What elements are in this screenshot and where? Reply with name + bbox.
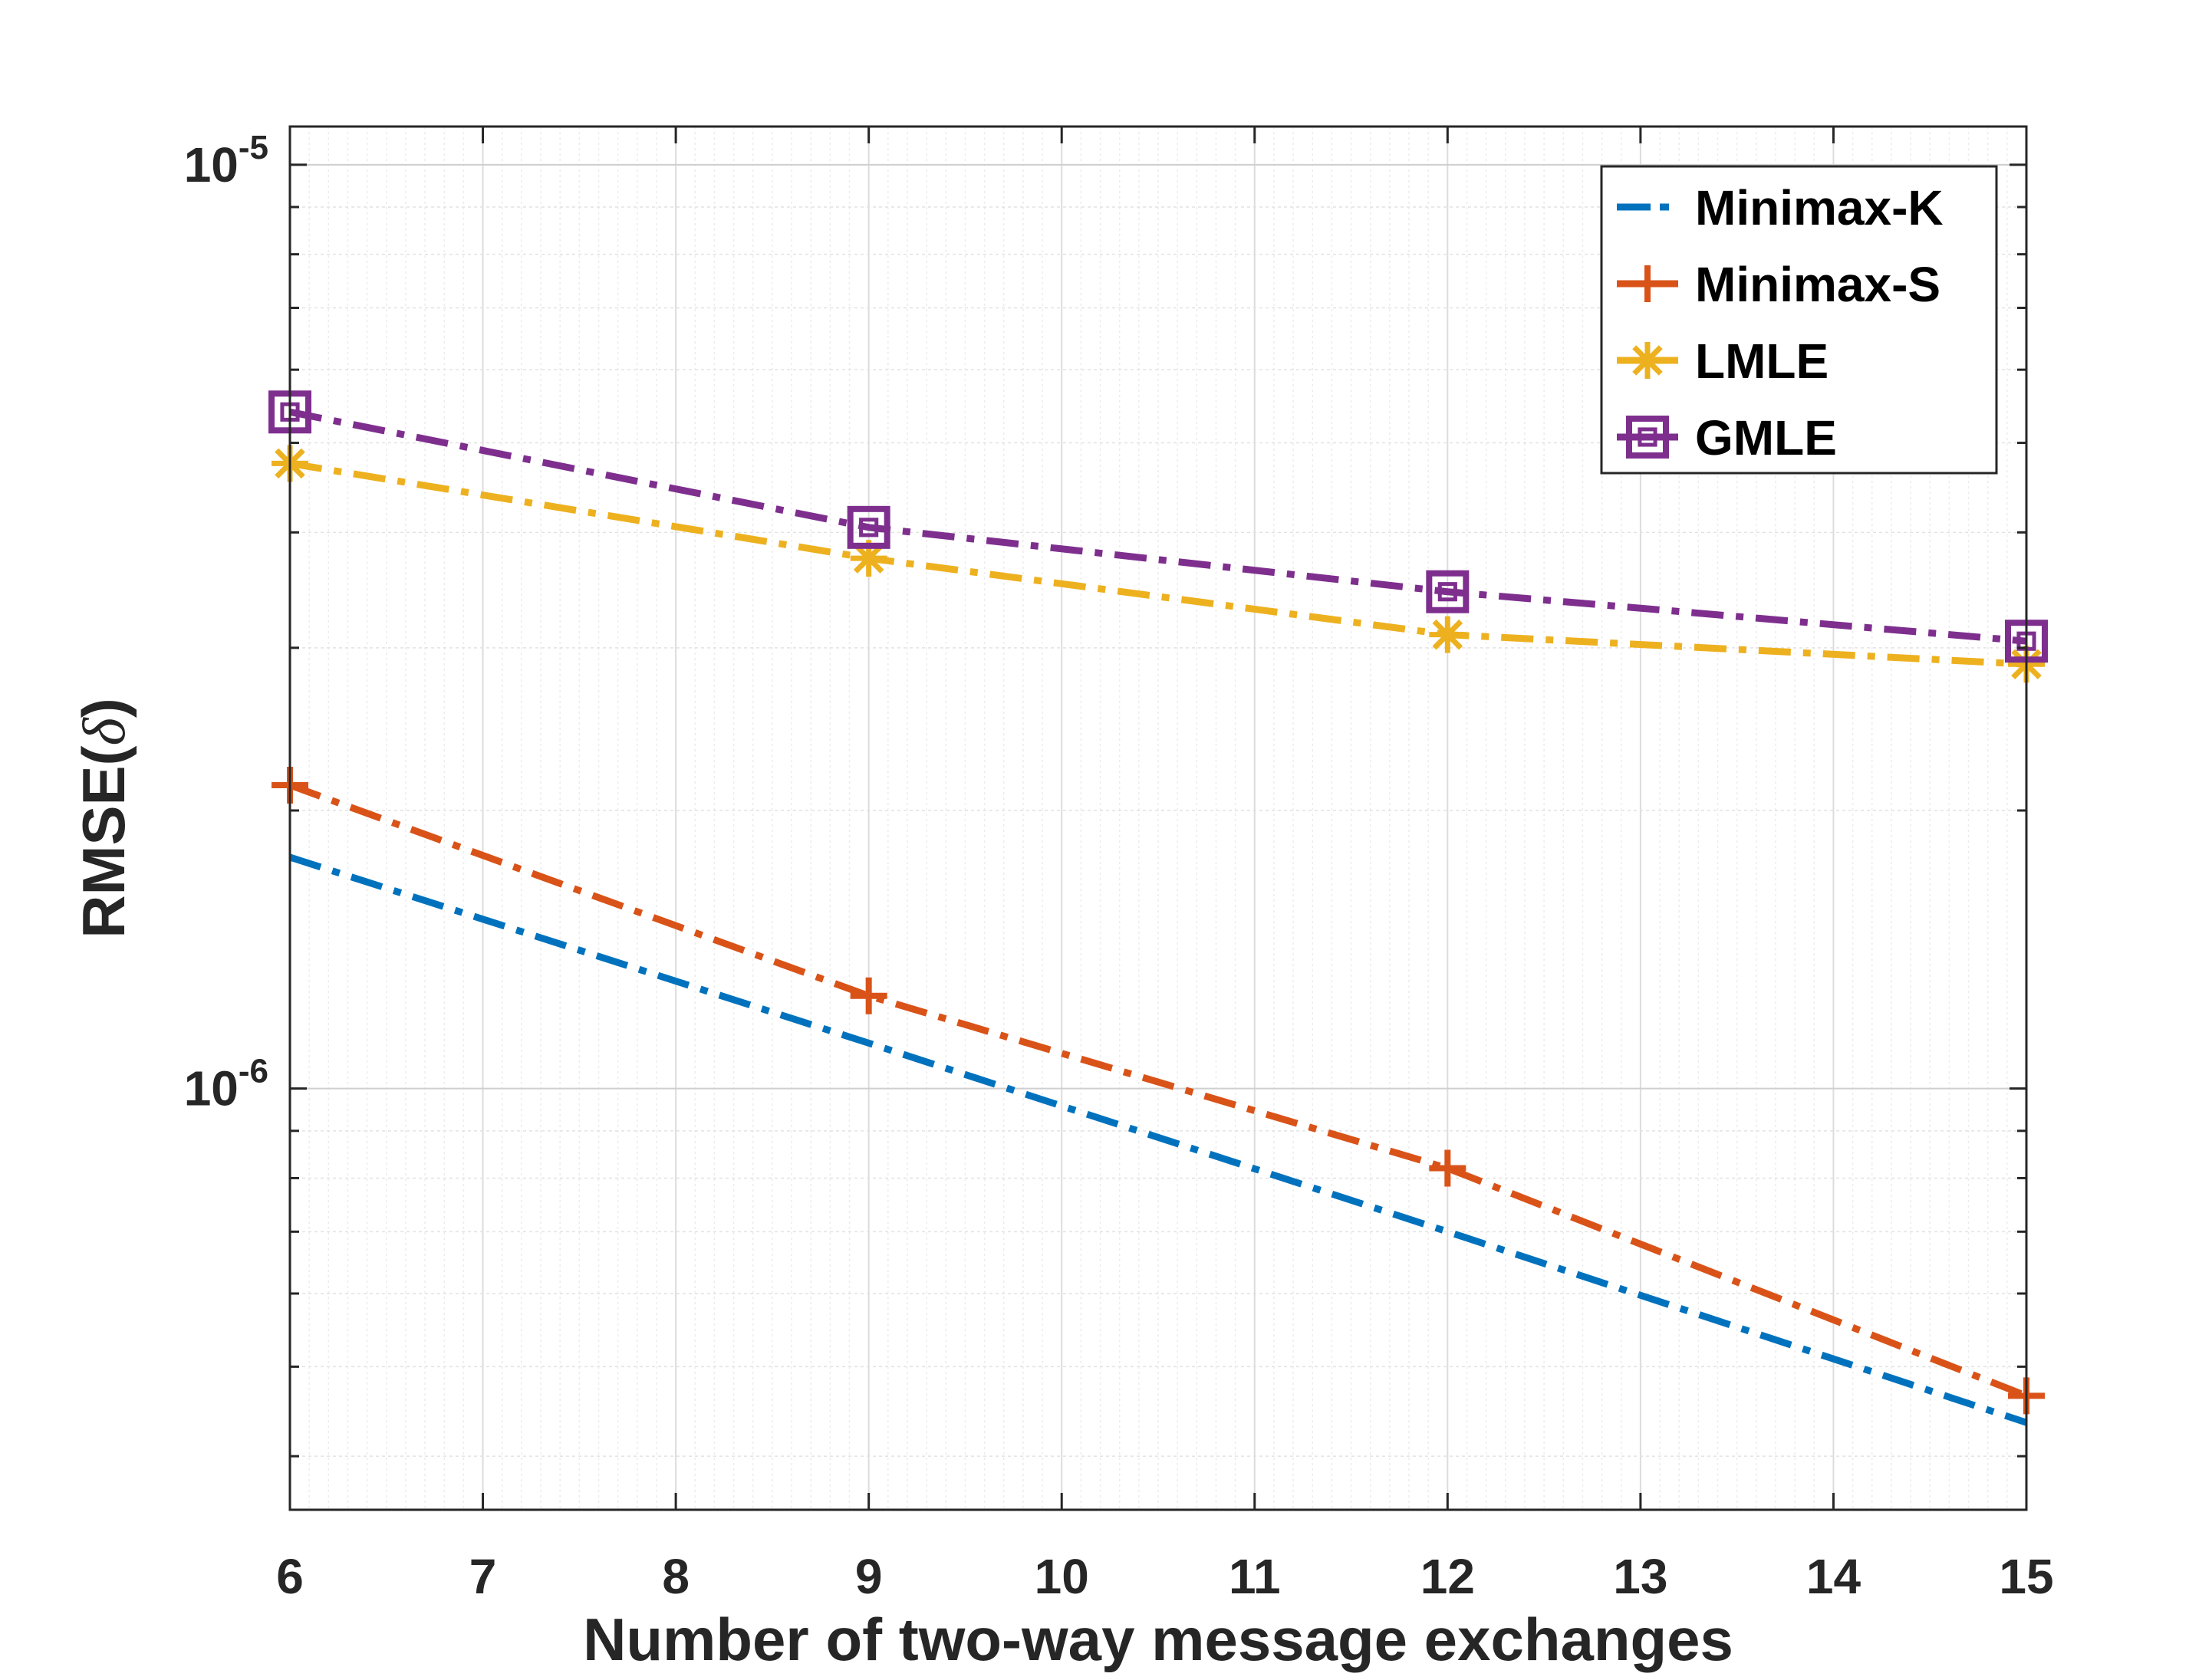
asterisk-marker-ray <box>853 543 884 574</box>
legend-label: GMLE <box>1695 410 1837 465</box>
legend-label: Minimax-K <box>1695 180 1944 235</box>
y-axis-label-prefix: RMSE( <box>70 745 137 938</box>
y-axis-label-symbol: δ <box>71 716 137 745</box>
grid <box>290 127 2026 1510</box>
data-point <box>1429 1149 1466 1187</box>
data-point <box>1426 570 1470 613</box>
data-point <box>850 977 887 1014</box>
y-axis-label-suffix: ) <box>70 698 137 718</box>
legend-label: LMLE <box>1695 334 1829 389</box>
x-tick-label: 13 <box>1613 1549 1667 1604</box>
x-tick-label: 15 <box>1999 1549 2053 1604</box>
series-line <box>288 781 2028 1399</box>
x-tick-label: 9 <box>855 1549 883 1604</box>
legend-entry-minimax-k: Minimax-K <box>1617 180 1944 235</box>
y-tick-exponent: -5 <box>239 129 268 166</box>
y-tick-base: 10 <box>184 137 239 192</box>
x-tick-label: 14 <box>1806 1549 1861 1604</box>
legend-entry-lmle: LMLE <box>1617 334 1829 389</box>
asterisk-marker-ray <box>1632 345 1663 376</box>
y-axis-label: RMSE(δ) <box>70 698 137 939</box>
y-tick-base: 10 <box>184 1061 239 1116</box>
square-marker <box>1626 416 1669 459</box>
data-point <box>1429 616 1466 653</box>
data-point <box>847 505 890 549</box>
legend: Minimax-K Minimax-S LMLE GMLE <box>1600 165 1998 475</box>
series-minimax-k <box>288 853 2028 1426</box>
square-marker <box>847 505 890 549</box>
x-tick-label: 7 <box>469 1549 497 1604</box>
y-tick-exponent: -6 <box>239 1053 268 1090</box>
x-tick-label: 11 <box>1229 1549 1281 1604</box>
square-marker <box>1426 570 1470 613</box>
y-tick-label: 10-5 <box>184 129 268 192</box>
x-tick-label: 10 <box>1035 1549 1089 1604</box>
square-marker-inner <box>1638 427 1657 447</box>
legend-entry-gmle: GMLE <box>1617 410 1837 465</box>
series-line <box>289 408 2027 645</box>
axes-box <box>288 125 2028 1511</box>
x-tick-label: 12 <box>1420 1549 1475 1604</box>
asterisk-marker-ray <box>1432 619 1463 650</box>
y-tick-label: 10-6 <box>184 1053 268 1116</box>
x-tick-label: 8 <box>662 1549 690 1604</box>
square-marker-inner <box>1437 582 1457 602</box>
series-line <box>288 853 2028 1426</box>
x-axis-label: Number of two-way message exchanges <box>583 1606 1733 1673</box>
legend-label: Minimax-S <box>1695 257 1940 312</box>
x-tick-label: 6 <box>276 1549 304 1604</box>
legend-entry-minimax-s: Minimax-S <box>1617 257 1940 312</box>
square-marker-inner <box>859 518 879 538</box>
